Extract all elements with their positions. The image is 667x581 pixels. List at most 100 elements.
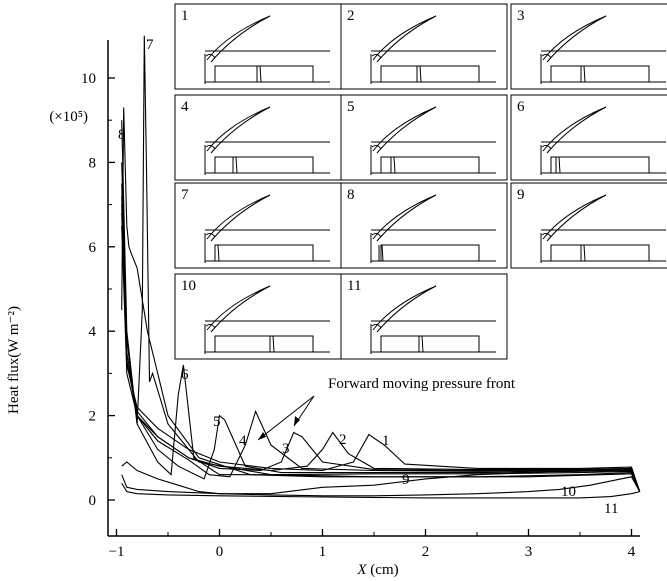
series-labels: 1 2 3 4 5 6 7 8 9 10 11 [118,37,618,517]
inset-body-step [550,156,650,173]
inset-number: 10 [181,278,196,294]
inset-vortex [205,323,216,329]
inset-frame [174,94,342,181]
series-line-6 [121,162,641,492]
inset-body-step [550,65,650,82]
inset-shock-shape [206,15,271,63]
inset-frame [340,273,508,360]
inset-body-step [214,335,314,352]
insets-group: 1 2 3 4 5 6 7 8 9 10 11 [174,3,667,360]
series-line-11 [121,482,640,499]
inset-frame [510,94,667,181]
inset-panel-1: 1 [174,3,342,90]
x-ticks: −1 0 1 2 3 4 [109,529,636,560]
y-ticks: 0 2 4 6 8 10 [81,71,115,509]
inset-panel-2: 2 [340,3,508,90]
series-label-6: 6 [181,367,189,383]
y-tick-label: 0 [89,493,97,509]
inset-number: 2 [347,8,355,24]
inset-body-step [214,65,314,82]
inset-shock-shape [542,194,607,242]
series-line-4 [121,196,641,492]
inset-shock-shape [542,106,607,154]
inset-frame [340,3,508,90]
inset-vortex [205,144,216,150]
inset-number: 7 [181,187,189,203]
inset-shock-shape [206,106,271,154]
inset-number: 1 [181,8,189,24]
inset-number: 6 [517,99,525,115]
inset-body-step [380,244,480,261]
series-label-1: 1 [382,433,390,449]
inset-panel-8: 8 [340,182,508,269]
annotation-arrowhead-2 [294,416,300,426]
inset-number: 9 [517,187,525,203]
series-line-1 [121,212,641,492]
inset-vortex [205,232,216,238]
x-tick-label: 0 [216,544,224,560]
inset-panel-11: 11 [340,273,508,360]
series-line-9 [121,461,641,495]
inset-vortex [205,53,216,59]
inset-front-marker-2 [558,156,561,174]
inset-shock-shape [542,15,607,63]
pressure-front-annotation: Forward moving pressure front [257,376,516,441]
x-tick-label: 2 [422,544,430,560]
inset-front-marker-2 [381,244,384,262]
inset-vortex [371,232,382,238]
inset-frame [340,94,508,181]
inset-front-marker-2 [419,65,422,83]
annotation-arrow-1 [257,395,315,441]
annotation-text: Forward moving pressure front [328,376,516,392]
inset-vortex [371,53,382,59]
series-label-4: 4 [239,433,247,449]
inset-body-step [550,244,650,261]
inset-front-marker-2 [272,335,275,353]
inset-panel-9: 9 [510,182,667,269]
series-group [121,35,641,499]
y-axis-label: Heat flux(W m⁻²) [6,306,22,414]
series-label-3: 3 [282,441,290,457]
inset-number: 3 [517,8,525,24]
inset-number: 11 [347,278,361,294]
inset-panel-7: 7 [174,182,342,269]
inset-shock-shape [372,285,437,333]
inset-number: 4 [181,99,189,115]
y-tick-label: 10 [81,71,96,87]
inset-body-step [380,156,480,173]
inset-vortex [541,144,552,150]
series-label-10: 10 [561,484,576,500]
series-line-5 [121,183,641,492]
inset-front-marker-2 [217,244,220,262]
inset-panel-6: 6 [510,94,667,181]
inset-front-marker-2 [583,244,586,262]
x-tick-label: 1 [319,544,327,560]
y-tick-label: 8 [89,155,97,171]
inset-front-marker-2 [421,335,424,353]
inset-number: 8 [347,187,355,203]
series-line-7 [121,35,641,492]
x-tick-label: −1 [109,544,125,560]
inset-frame [174,3,342,90]
y-tick-label: 4 [89,324,97,340]
series-label-9: 9 [402,472,410,488]
y-tick-label: 6 [89,240,97,256]
series-line-2 [121,225,641,492]
inset-front-marker-2 [393,156,396,174]
x-tick-label: 3 [525,544,533,560]
inset-frame [174,182,342,269]
series-label-7: 7 [146,37,154,53]
annotation-arrowhead-1 [258,432,266,440]
y-multiplier-label: (×10⁵) [49,109,88,125]
x-tick-label: 4 [628,544,636,560]
inset-front-marker-2 [259,65,262,83]
series-label-11: 11 [604,501,618,517]
inset-front-marker-2 [235,156,238,174]
x-axis-label-unit: (cm) [367,562,399,578]
x-axis-label: X (cm) [356,562,398,578]
series-label-5: 5 [213,414,221,430]
inset-panel-3: 3 [510,3,667,90]
inset-body-step [380,335,480,352]
inset-vortex [541,232,552,238]
inset-panel-10: 10 [174,273,342,360]
